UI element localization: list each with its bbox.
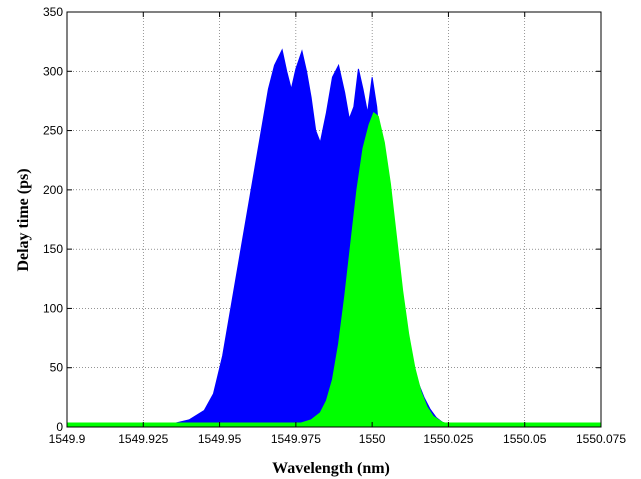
plot-frame xyxy=(66,11,602,428)
y-tick-label: 350 xyxy=(43,5,63,19)
x-tick-label: 1549.975 xyxy=(271,432,321,446)
y-tick-label: 50 xyxy=(50,361,64,375)
x-tick-label: 1549.925 xyxy=(118,432,168,446)
x-tick-label: 1550 xyxy=(359,432,386,446)
x-tick-label: 1550.075 xyxy=(576,432,626,446)
series-layer xyxy=(67,48,601,428)
x-tick-label: 1549.9 xyxy=(49,432,86,446)
y-tick-label: 250 xyxy=(43,124,63,138)
axis-ticks: 1549.9 1549.925 1549.95 1549.975 1550 1550.02… xyxy=(43,5,626,446)
x-tick-label: 1550.025 xyxy=(423,432,473,446)
y-tick-label: 0 xyxy=(56,420,63,434)
y-tick-label: 150 xyxy=(43,242,63,256)
y-tick-label: 100 xyxy=(43,301,63,315)
y-tick-label: 200 xyxy=(43,183,63,197)
x-tick-label: 1550.05 xyxy=(503,432,547,446)
series-area-1 xyxy=(67,48,601,428)
y-tick-label: 300 xyxy=(43,64,63,78)
x-axis-title: Wavelength (nm) xyxy=(272,460,390,477)
y-axis-title: Delay time (ps) xyxy=(15,168,32,271)
series-area-2 xyxy=(67,111,601,428)
x-tick-label: 1549.95 xyxy=(198,432,242,446)
